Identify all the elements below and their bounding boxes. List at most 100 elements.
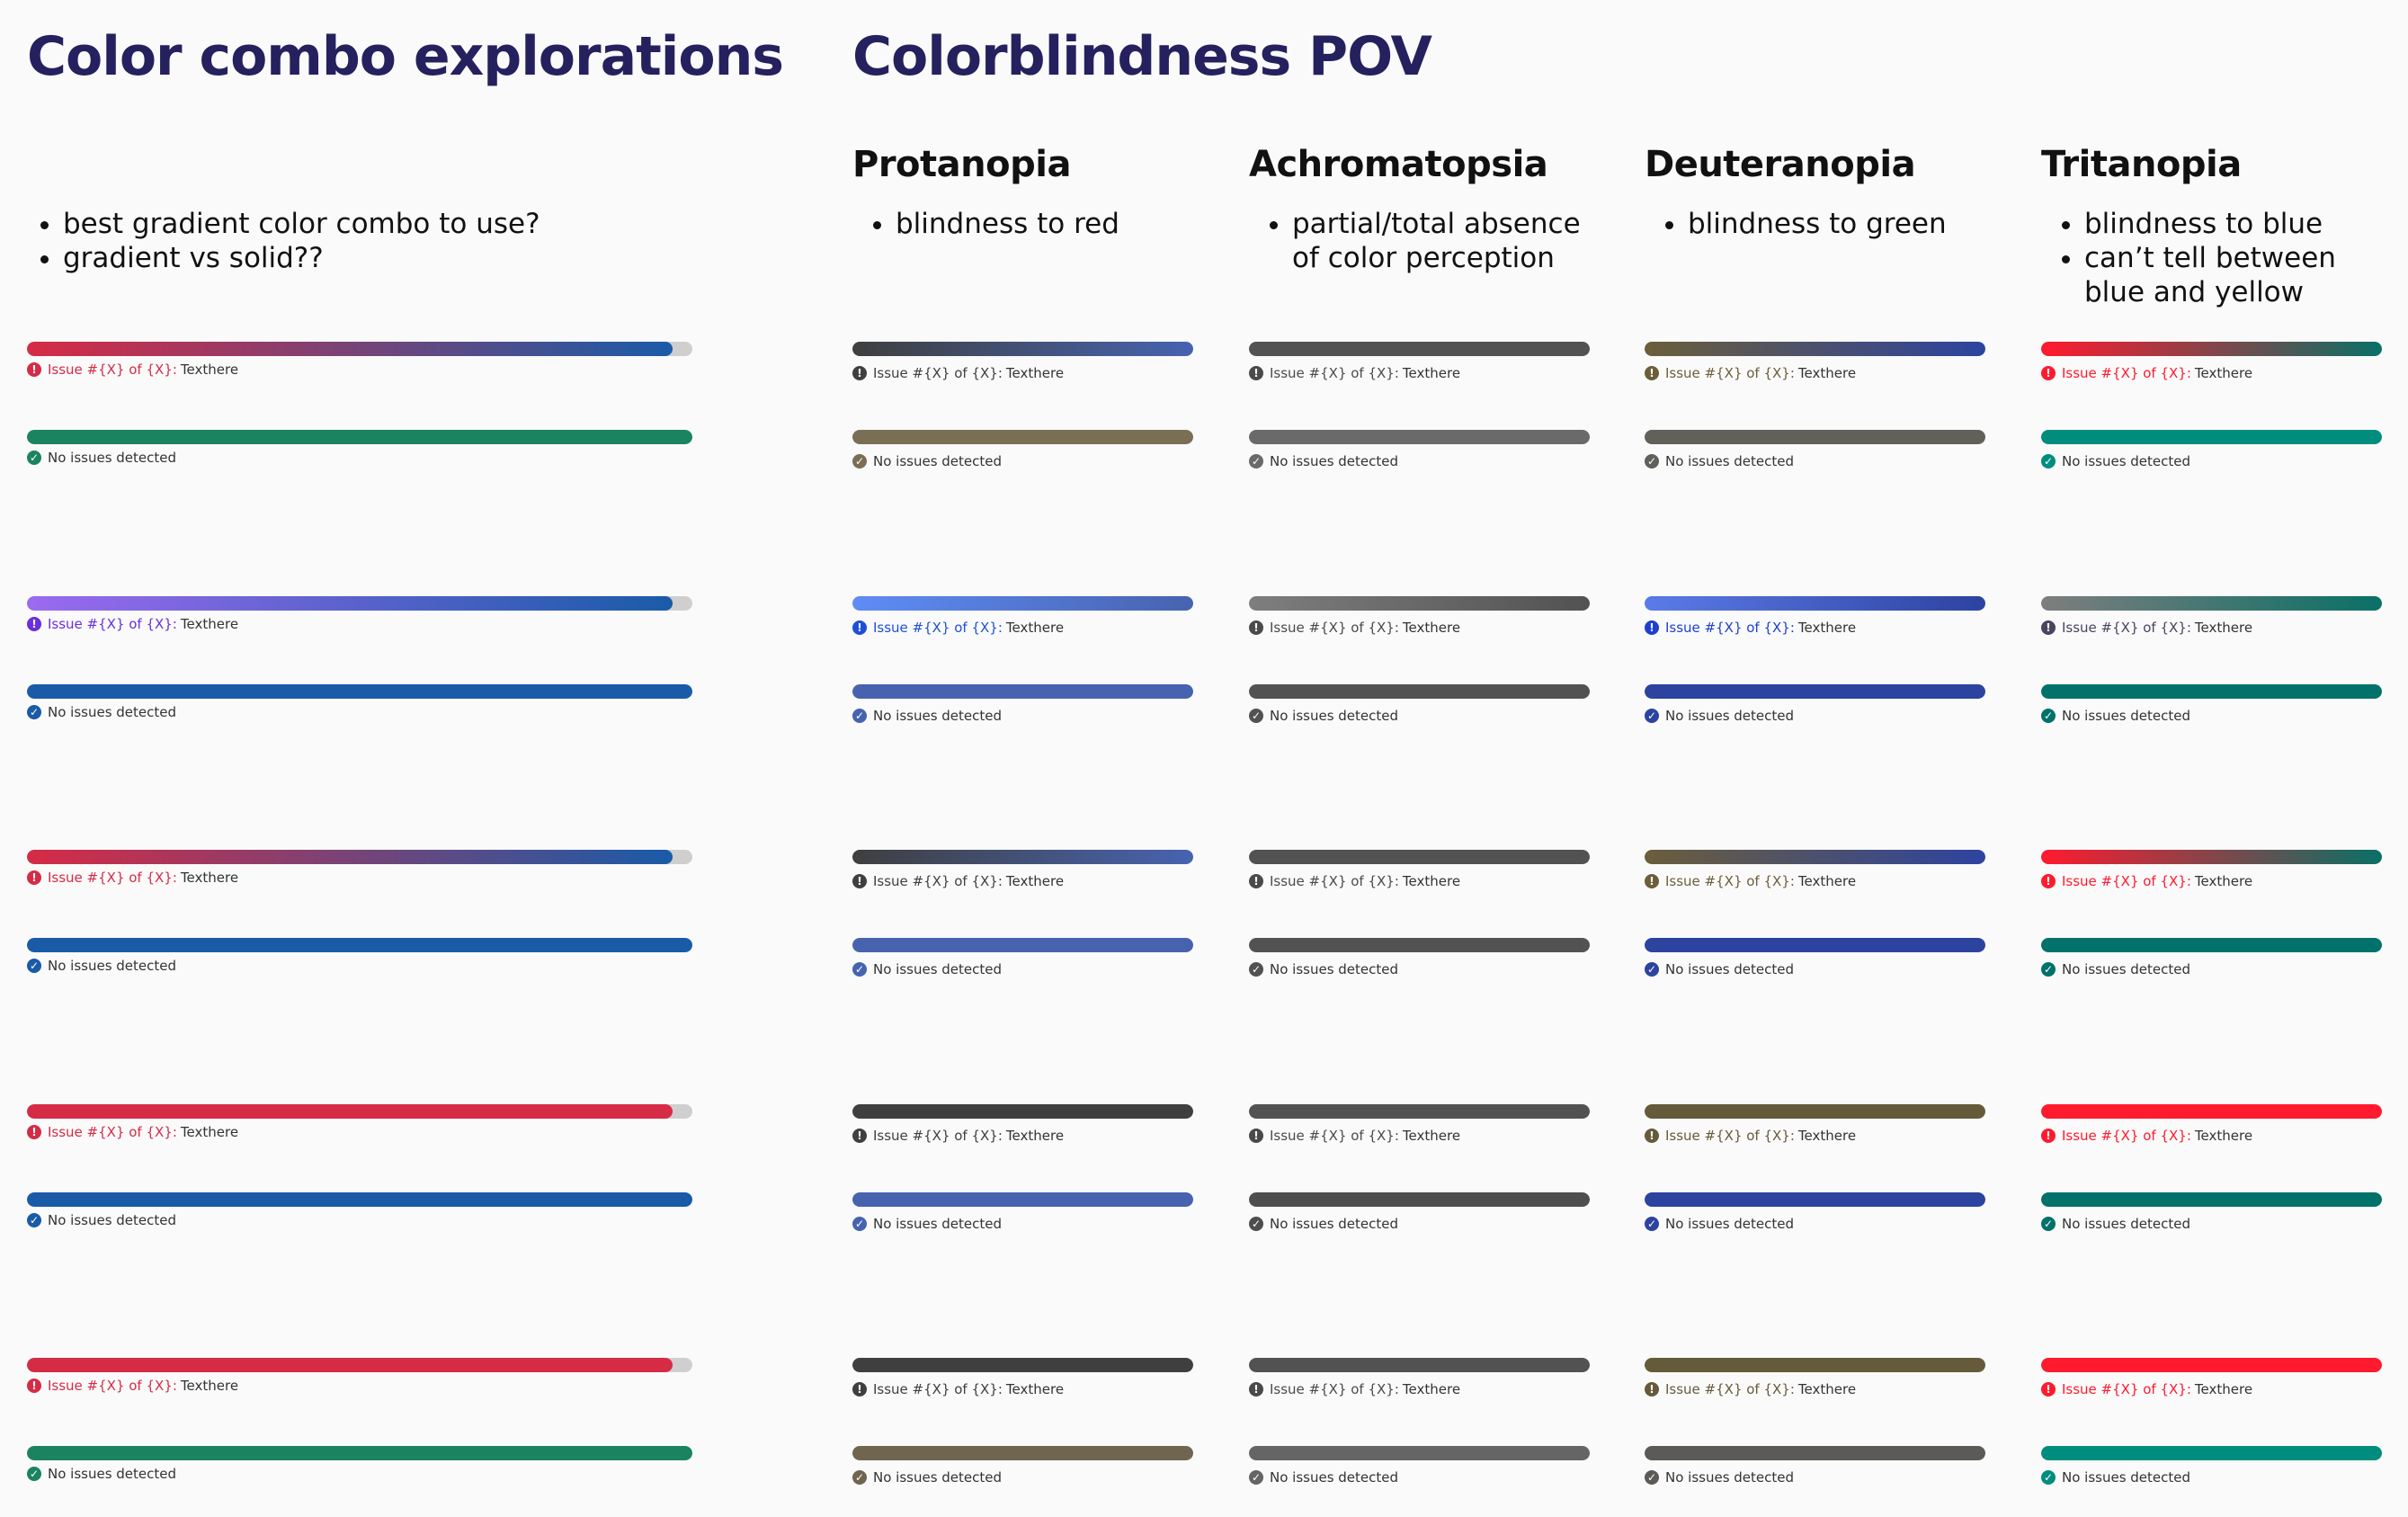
success-text: No issues detected bbox=[48, 704, 177, 720]
issue-progress-bar bbox=[1249, 850, 1590, 864]
success-text: No issues detected bbox=[2062, 1469, 2191, 1486]
issue-progress-bar bbox=[27, 342, 692, 356]
column-protanopia: Protanopia blindness to red! Issue #{X} of… bbox=[852, 0, 1193, 1517]
issue-label: Issue #{X} of {X}: bbox=[1665, 365, 1795, 381]
issue-progress-bar bbox=[2041, 342, 2382, 356]
success-progress-fill bbox=[852, 430, 1193, 444]
success-status: ✓ No issues detected bbox=[1249, 961, 1398, 977]
alert-icon: ! bbox=[852, 1129, 867, 1143]
issue-text: Texthere bbox=[1797, 620, 1857, 636]
issue-status: ! Issue #{X} of {X}: Texthere bbox=[2041, 1128, 2252, 1144]
alert-icon: ! bbox=[1249, 620, 1263, 635]
alert-icon: ! bbox=[2041, 1129, 2056, 1143]
issue-status: ! Issue #{X} of {X}: Texthere bbox=[852, 873, 1064, 889]
success-status: ✓ No issues detected bbox=[27, 958, 176, 974]
issue-progress-fill bbox=[852, 596, 1193, 611]
issue-text: Texthere bbox=[1797, 1381, 1857, 1397]
issue-progress-bar bbox=[2041, 1358, 2382, 1372]
success-text: No issues detected bbox=[1665, 708, 1795, 724]
note-item: blindness to blue bbox=[2084, 207, 2382, 241]
issue-progress-fill bbox=[1249, 342, 1590, 356]
success-progress-bar bbox=[1249, 430, 1590, 444]
alert-icon: ! bbox=[27, 1125, 41, 1139]
success-status: ✓ No issues detected bbox=[1645, 1216, 1794, 1232]
alert-icon: ! bbox=[1645, 1129, 1659, 1143]
issue-text: Texthere bbox=[2194, 365, 2253, 381]
issue-label: Issue #{X} of {X}: bbox=[1665, 620, 1795, 636]
issue-progress-fill bbox=[1249, 1358, 1590, 1372]
success-progress-bar bbox=[27, 1446, 692, 1460]
success-progress-fill bbox=[1249, 1192, 1590, 1207]
issue-progress-fill bbox=[27, 1104, 673, 1119]
issue-text: Texthere bbox=[1797, 1128, 1857, 1144]
success-progress-bar bbox=[852, 684, 1193, 699]
issue-text: Texthere bbox=[180, 361, 239, 378]
success-progress-fill bbox=[27, 430, 692, 444]
issue-status: ! Issue #{X} of {X}: Texthere bbox=[1249, 620, 1460, 636]
issue-progress-fill bbox=[852, 1104, 1193, 1119]
success-progress-fill bbox=[27, 1446, 692, 1460]
issue-text: Texthere bbox=[2194, 1128, 2253, 1144]
issue-progress-bar bbox=[1645, 1104, 1985, 1119]
alert-icon: ! bbox=[2041, 620, 2056, 635]
issue-label: Issue #{X} of {X}: bbox=[873, 1381, 1003, 1397]
success-progress-fill bbox=[1645, 1446, 1985, 1460]
success-status: ✓ No issues detected bbox=[27, 1466, 176, 1482]
success-progress-fill bbox=[2041, 1192, 2382, 1207]
issue-status: ! Issue #{X} of {X}: Texthere bbox=[2041, 365, 2252, 381]
success-text: No issues detected bbox=[2062, 961, 2191, 977]
issue-status: ! Issue #{X} of {X}: Texthere bbox=[27, 1124, 238, 1140]
success-status: ✓ No issues detected bbox=[1645, 453, 1794, 469]
issue-label: Issue #{X} of {X}: bbox=[873, 620, 1003, 636]
success-text: No issues detected bbox=[2062, 708, 2191, 724]
column-explorations: best gradient color combo to use?gradien… bbox=[27, 0, 692, 1517]
alert-icon: ! bbox=[27, 870, 41, 885]
success-progress-bar bbox=[2041, 938, 2382, 952]
issue-status: ! Issue #{X} of {X}: Texthere bbox=[1645, 1381, 1856, 1397]
success-progress-fill bbox=[1249, 684, 1590, 699]
issue-status: ! Issue #{X} of {X}: Texthere bbox=[1645, 1128, 1856, 1144]
issue-label: Issue #{X} of {X}: bbox=[873, 365, 1003, 381]
check-circle-icon: ✓ bbox=[2041, 1470, 2056, 1485]
notes-list: blindness to bluecan’t tell between blue… bbox=[2041, 207, 2382, 309]
success-progress-bar bbox=[27, 938, 692, 952]
issue-label: Issue #{X} of {X}: bbox=[873, 1128, 1003, 1144]
success-status: ✓ No issues detected bbox=[27, 1212, 176, 1228]
issue-progress-bar bbox=[2041, 596, 2382, 611]
left-title: Color combo explorations bbox=[27, 25, 784, 88]
issue-label: Issue #{X} of {X}: bbox=[2062, 365, 2191, 381]
issue-label: Issue #{X} of {X}: bbox=[2062, 620, 2191, 636]
success-progress-fill bbox=[1645, 938, 1985, 952]
success-progress-bar bbox=[2041, 430, 2382, 444]
issue-label: Issue #{X} of {X}: bbox=[48, 870, 177, 886]
success-progress-bar bbox=[27, 430, 692, 444]
column-heading: Protanopia bbox=[852, 144, 1071, 185]
column-tritanopia: Tritanopia blindness to bluecan’t tell be… bbox=[2041, 0, 2382, 1517]
issue-text: Texthere bbox=[1402, 1128, 1461, 1144]
column-heading: Achromatopsia bbox=[1249, 144, 1548, 185]
alert-icon: ! bbox=[1645, 1382, 1659, 1397]
success-progress-bar bbox=[852, 1192, 1193, 1207]
check-circle-icon: ✓ bbox=[1645, 1217, 1659, 1231]
issue-progress-fill bbox=[2041, 1358, 2382, 1372]
issue-progress-bar bbox=[27, 596, 692, 611]
success-status: ✓ No issues detected bbox=[1249, 1469, 1398, 1486]
issue-text: Texthere bbox=[1797, 365, 1857, 381]
success-text: No issues detected bbox=[1665, 453, 1795, 469]
column-heading: Tritanopia bbox=[2041, 144, 2242, 185]
check-circle-icon: ✓ bbox=[1645, 962, 1659, 977]
column-achromatopsia: Achromatopsia partial/total absence of co… bbox=[1249, 0, 1590, 1517]
check-circle-icon: ✓ bbox=[852, 962, 867, 977]
alert-icon: ! bbox=[1645, 874, 1659, 888]
success-status: ✓ No issues detected bbox=[2041, 453, 2190, 469]
success-progress-bar bbox=[1249, 684, 1590, 699]
check-circle-icon: ✓ bbox=[2041, 962, 2056, 977]
success-text: No issues detected bbox=[48, 958, 177, 974]
issue-progress-fill bbox=[27, 596, 673, 611]
notes-list: blindness to green bbox=[1645, 207, 1947, 241]
issue-label: Issue #{X} of {X}: bbox=[48, 1124, 177, 1140]
issue-status: ! Issue #{X} of {X}: Texthere bbox=[27, 870, 238, 886]
issue-progress-fill bbox=[2041, 1104, 2382, 1119]
issue-progress-fill bbox=[27, 1358, 673, 1372]
issue-status: ! Issue #{X} of {X}: Texthere bbox=[1249, 1381, 1460, 1397]
